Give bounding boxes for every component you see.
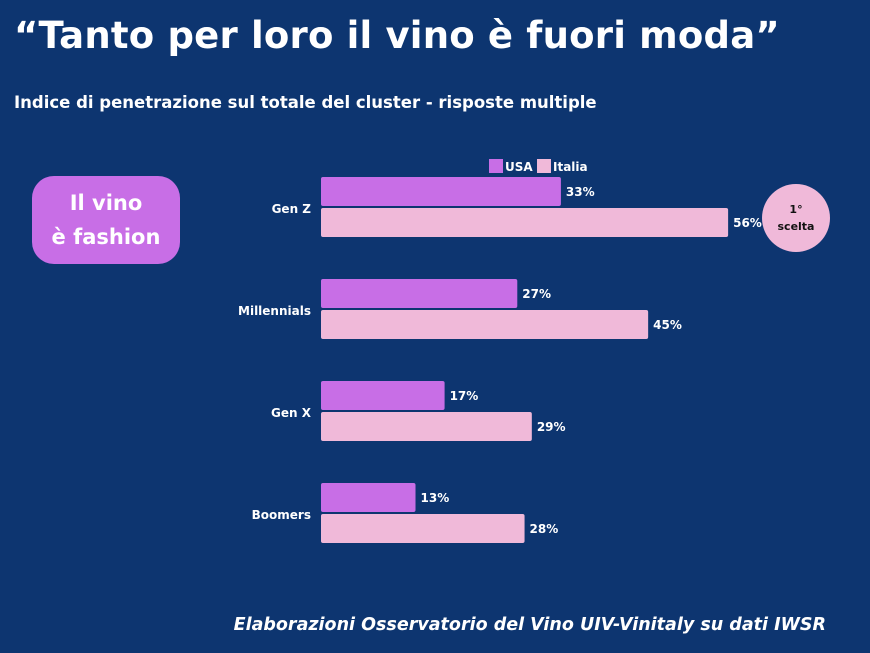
bar-italia xyxy=(321,310,649,339)
legend-label-italia: Italia xyxy=(553,160,588,174)
badge-line-1: 1° xyxy=(789,203,803,216)
bar-italia xyxy=(321,208,729,237)
badge-line-2: scelta xyxy=(777,220,815,233)
legend-label-usa: USA xyxy=(505,160,533,174)
callout-line-1: Il vino xyxy=(69,191,143,215)
data-label-usa: 27% xyxy=(522,287,551,301)
bar-usa xyxy=(321,279,518,308)
callout-line-2: è fashion xyxy=(51,225,161,249)
data-label-usa: 33% xyxy=(566,185,595,199)
bar-italia xyxy=(321,514,525,543)
category-label: Gen X xyxy=(271,406,312,420)
bar-usa xyxy=(321,483,416,512)
bar-italia xyxy=(321,412,532,441)
first-choice-badge: 1° scelta xyxy=(762,184,830,252)
data-label-italia: 28% xyxy=(530,522,559,536)
page-title: “Tanto per loro il vino è fuori moda” xyxy=(14,14,780,57)
data-label-usa: 13% xyxy=(421,491,450,505)
category-label: Gen Z xyxy=(272,202,312,216)
bar-usa xyxy=(321,177,561,206)
legend-swatch-usa xyxy=(489,159,503,173)
category-label: Millennials xyxy=(238,304,311,318)
callout-pill: Il vino è fashion xyxy=(32,176,180,264)
bar-usa xyxy=(321,381,445,410)
data-label-italia: 56% xyxy=(733,216,762,230)
data-label-italia: 45% xyxy=(653,318,682,332)
category-label: Boomers xyxy=(252,508,311,522)
legend-swatch-italia xyxy=(537,159,551,173)
page-subtitle: Indice di penetrazione sul totale del cl… xyxy=(14,93,597,112)
data-label-usa: 17% xyxy=(450,389,479,403)
source-note: Elaborazioni Osservatorio del Vino UIV-V… xyxy=(233,615,826,635)
data-label-italia: 29% xyxy=(537,420,566,434)
